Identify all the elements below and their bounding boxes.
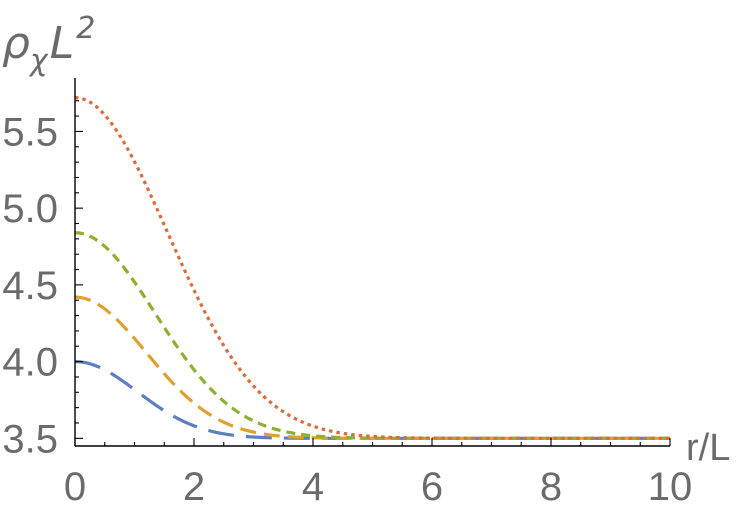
- y-tick-label: 5.5: [2, 110, 58, 154]
- series-line-3: [74, 231, 670, 440]
- y-axis-label: ρχL2: [2, 11, 95, 78]
- x-tick-label: 2: [183, 465, 205, 509]
- y-axis-label-subscript: χ: [28, 43, 49, 78]
- y-tick-label: 4.0: [2, 341, 58, 385]
- x-tick-label: 10: [648, 465, 693, 509]
- y-tick-label: 4.5: [2, 264, 58, 308]
- y-axis-label-base: ρ: [2, 18, 30, 69]
- y-tick-label: 3.5: [2, 417, 58, 461]
- y-axis-label-superscript: 2: [76, 11, 95, 46]
- series-line-2: [74, 295, 670, 440]
- x-tick-label: 6: [421, 465, 443, 509]
- series-line-4: [74, 96, 670, 440]
- x-tick-label: 4: [302, 465, 324, 509]
- axes-layer: 0 2 4 6 8 10 3.5 4.0 4.5 5.0 5.5: [2, 78, 692, 509]
- x-tick-label: 0: [64, 465, 86, 509]
- x-axis-label: r/L: [686, 427, 730, 469]
- y-axis-label-length: L: [50, 18, 75, 69]
- series-layer: [74, 96, 670, 440]
- labels-layer: ρχL2 r/L: [2, 11, 730, 469]
- y-tick-label: 5.0: [2, 187, 58, 231]
- x-tick-label: 8: [540, 465, 562, 509]
